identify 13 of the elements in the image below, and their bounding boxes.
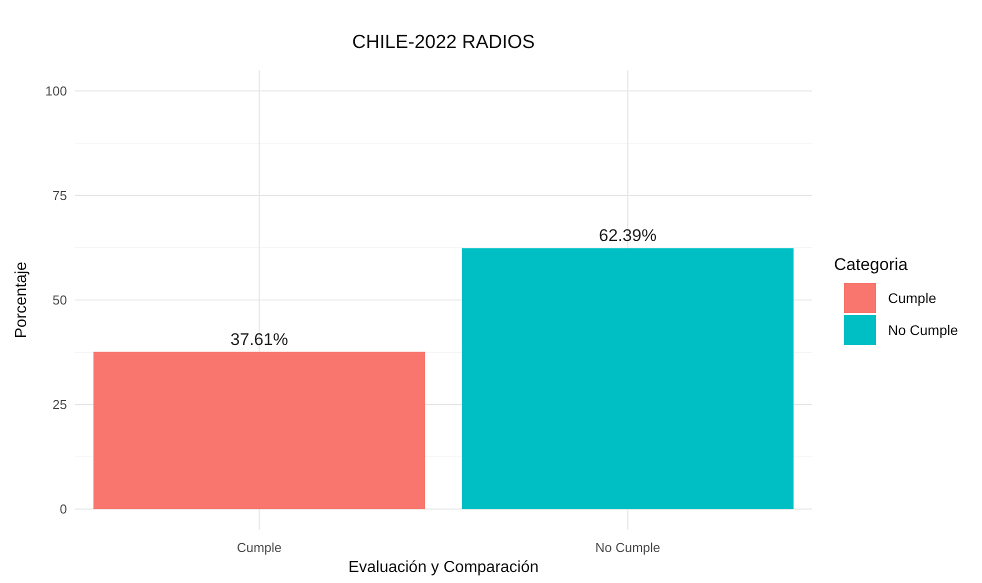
legend-title: Categoria (834, 255, 908, 274)
x-axis-title: Evaluación y Comparación (348, 559, 539, 576)
y-tick-label: 50 (52, 292, 67, 308)
y-tick-label: 75 (52, 188, 67, 204)
y-axis-title: Porcentaje (13, 262, 30, 338)
y-tick-label: 25 (52, 397, 67, 412)
text: 37.61% (230, 330, 288, 349)
y-tick-label: 0 (60, 502, 67, 517)
legend-label: No Cumple (888, 322, 958, 338)
legend-label: Cumple (888, 290, 936, 306)
chart-title: CHILE-2022 RADIOS (352, 32, 535, 53)
y-tick-label: 100 (45, 83, 67, 98)
text: 62.39% (598, 226, 657, 246)
